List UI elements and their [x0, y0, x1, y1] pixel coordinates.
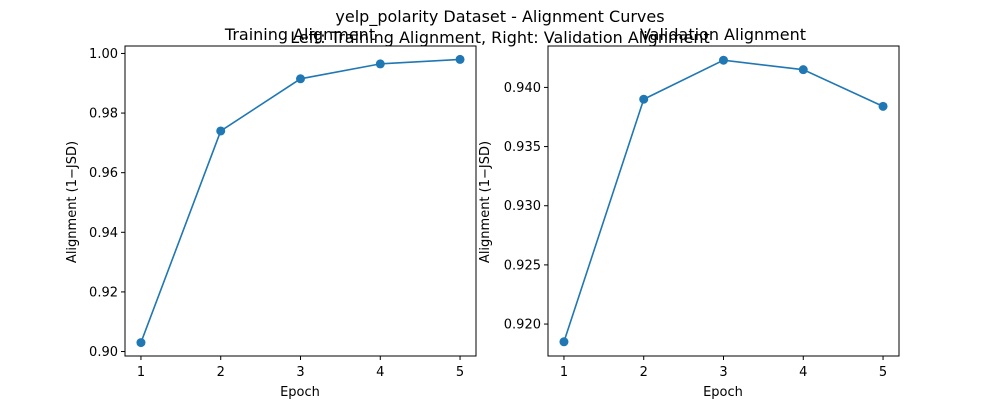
validation-data-point: [559, 337, 569, 347]
training-y-tick-label: 1.00: [89, 47, 118, 62]
validation-x-tick-label: 4: [799, 365, 807, 380]
validation-y-tick-label: 0.930: [504, 199, 541, 214]
validation-y-axis-label: Alignment (1−JSD): [478, 141, 493, 263]
training-alignment-chart: Training Alignment Epoch Alignment (1−JS…: [65, 25, 477, 400]
validation-y-tick-label: 0.940: [504, 81, 541, 96]
training-y-tick-label: 0.90: [89, 345, 118, 360]
validation-data-point: [878, 101, 888, 111]
training-x-tick-label: 2: [217, 365, 225, 380]
validation-y-tick-label: 0.935: [504, 140, 541, 155]
validation-y-tick-label: 0.925: [504, 258, 541, 273]
training-data-point: [375, 59, 385, 69]
validation-x-tick-label: 3: [719, 365, 727, 380]
validation-data-point: [719, 55, 728, 65]
validation-data-point: [798, 65, 808, 75]
training-y-tick-label: 0.96: [89, 166, 118, 181]
validation-x-tick-label: 5: [879, 365, 887, 380]
training-chart-title: Training Alignment: [224, 25, 375, 44]
figure-title-line-2: Left: Training Alignment, Right: Validat…: [290, 28, 710, 47]
validation-y-tick-label: 0.920: [504, 318, 541, 333]
training-x-tick-label: 1: [137, 365, 145, 380]
validation-alignment-chart: Validation Alignment Epoch Alignment (1−…: [478, 25, 900, 400]
training-y-tick-label: 0.92: [89, 285, 118, 300]
training-x-tick-label: 4: [376, 365, 384, 380]
training-data-point: [455, 54, 465, 64]
validation-x-tick-label: 2: [640, 365, 648, 380]
figure-title-line-1: yelp_polarity Dataset - Alignment Curves: [335, 7, 664, 27]
validation-chart-title: Validation Alignment: [640, 25, 806, 44]
training-y-tick-label: 0.98: [89, 107, 118, 122]
training-x-axis-label: Epoch: [280, 385, 320, 400]
training-data-point: [296, 74, 305, 84]
validation-data-point: [639, 94, 649, 104]
validation-x-tick-label: 1: [560, 365, 568, 380]
training-y-tick-label: 0.94: [89, 226, 118, 241]
training-data-point: [136, 338, 146, 348]
training-y-axis-label: Alignment (1−JSD): [65, 141, 80, 263]
training-data-point: [216, 126, 226, 136]
training-x-tick-label: 3: [296, 365, 304, 380]
validation-x-axis-label: Epoch: [703, 385, 743, 400]
training-x-tick-label: 5: [456, 365, 464, 380]
